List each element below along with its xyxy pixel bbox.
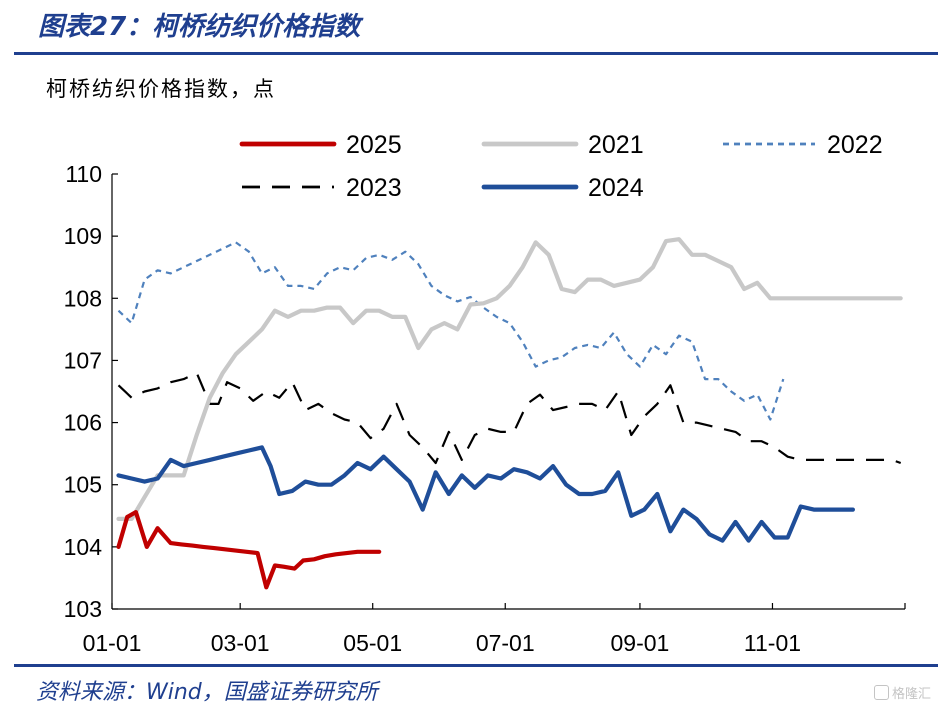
legend: 2025 2021 2022 2023 2024	[239, 131, 883, 202]
y-tick-label: 107	[64, 347, 102, 373]
x-tick-label: 09-01	[611, 630, 670, 656]
x-tick-label: 05-01	[343, 630, 402, 656]
x-tick-label: 03-01	[211, 630, 270, 656]
legend-label-2024: 2024	[588, 174, 644, 202]
series-lines	[116, 237, 903, 590]
legend-label-2025: 2025	[346, 131, 402, 159]
watermark-text: 格隆汇	[891, 687, 931, 702]
y-tick-label: 109	[64, 223, 102, 249]
legend-label-2022: 2022	[827, 131, 883, 159]
series-line-2022	[117, 241, 785, 421]
line-chart: 柯桥纺织价格指数，点 2025 2021 2022 2023 2024 103 104 10…	[0, 56, 945, 662]
watermark: 格隆汇	[873, 683, 931, 702]
y-tick-label: 105	[64, 472, 102, 498]
y-tick-label: 110	[65, 161, 102, 187]
figure-title: 图表27：柯桥纺织价格指数	[38, 12, 361, 42]
source-divider	[14, 664, 938, 667]
source-note: 资料来源：Wind，国盛证券研究所	[36, 680, 378, 705]
x-tick-label: 11-01	[744, 630, 801, 656]
legend-label-2021: 2021	[588, 131, 644, 159]
legend-label-2023: 2023	[346, 174, 402, 202]
series-line-2023	[117, 371, 902, 465]
series-line-2024	[116, 445, 856, 543]
y-tick-label: 106	[64, 410, 102, 436]
x-tick-label: 01-01	[83, 630, 142, 656]
x-tick-label: 07-01	[476, 630, 535, 656]
title-divider	[14, 52, 938, 55]
y-tick-label: 104	[64, 534, 103, 560]
y-tick-label: 108	[64, 285, 102, 311]
series-line-2025	[116, 510, 382, 590]
y-axis-label: 柯桥纺织价格指数，点	[46, 77, 276, 101]
y-tick-label: 103	[64, 596, 102, 622]
series-line-2021	[116, 237, 903, 521]
watermark-logo-icon	[873, 685, 889, 700]
axes: 103 104 105 106 107 108 109 110 01-01 03-01 05-01 0…	[64, 161, 906, 656]
